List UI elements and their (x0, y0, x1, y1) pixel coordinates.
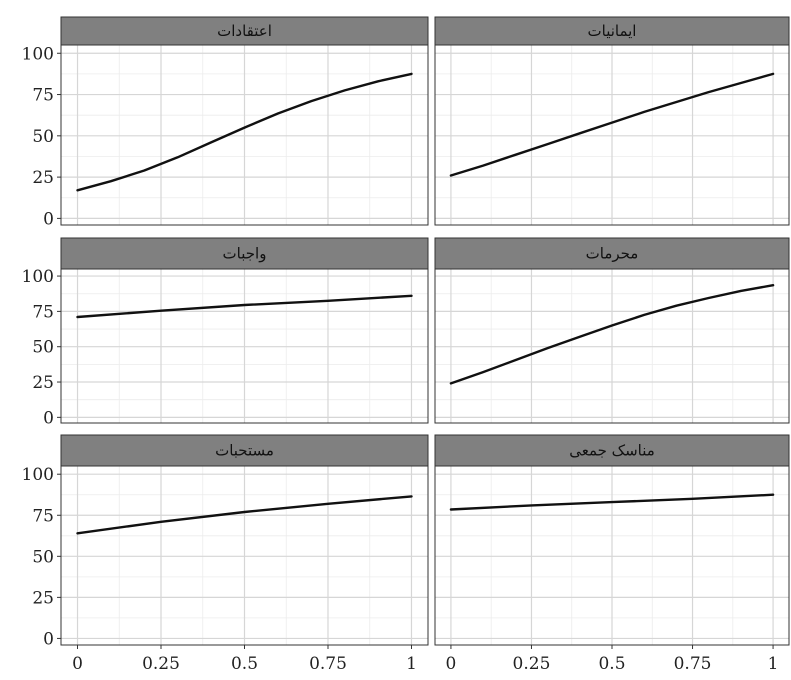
series-line (449, 284, 775, 385)
y-tick-label: 75 (32, 86, 54, 106)
x-tick-label: 0 (72, 654, 83, 674)
x-tick-label: 0 (446, 654, 457, 674)
facet-title: مناسک جمعی (569, 442, 655, 460)
facet-title: محرمات (586, 245, 639, 263)
facet-panel: واجبات 0 25 50 75 100 (22, 237, 429, 428)
facet-title: ایمانیات (588, 22, 637, 40)
y-tick-label: 0 (43, 209, 54, 229)
panel-border (434, 268, 790, 424)
x-tick-label: 1 (768, 654, 779, 674)
facet-panel: مناسک جمعی 0 0.25 0.5 0.75 1 (434, 434, 790, 674)
facet-title: اعتقادات (217, 22, 272, 40)
facet-title: مستحبات (215, 442, 274, 460)
series-line (76, 72, 413, 192)
facet-strip (60, 16, 429, 46)
facet-title: واجبات (223, 245, 267, 263)
y-tick-label: 25 (32, 373, 54, 393)
facet-strip (434, 16, 790, 46)
x-tick-label: 0.25 (513, 654, 551, 674)
panel-border (60, 44, 429, 226)
series-line (449, 72, 775, 177)
y-tick-label: 100 (22, 465, 54, 485)
facet-strip (60, 237, 429, 270)
facet-strip (434, 237, 790, 270)
series-line (449, 493, 775, 511)
panel-border (60, 268, 429, 424)
facet-panel: اعتقادات 0 25 50 75 100 (22, 16, 429, 229)
x-tick-label: 0.5 (231, 654, 258, 674)
facet-strip (434, 434, 790, 467)
y-tick-label: 50 (32, 547, 54, 567)
facet-panel: مستحبات 0 25 50 75 100 0 0.25 0.5 0.75 1 (22, 434, 429, 674)
panel-border (434, 44, 790, 226)
facet-panel: محرمات (434, 237, 790, 424)
y-tick-label: 25 (32, 588, 54, 608)
x-tick-label: 0.75 (309, 654, 347, 674)
y-tick-label: 100 (22, 44, 54, 64)
y-tick-label: 75 (32, 302, 54, 322)
y-tick-label: 75 (32, 506, 54, 526)
facet-panel: ایمانیات (434, 16, 790, 226)
y-tick-label: 50 (32, 338, 54, 358)
x-tick-label: 1 (406, 654, 417, 674)
y-tick-label: 0 (43, 408, 54, 428)
series-line (76, 495, 413, 535)
y-tick-label: 100 (22, 267, 54, 287)
facet-strip (60, 434, 429, 467)
series-line (76, 294, 413, 319)
y-tick-label: 0 (43, 629, 54, 649)
y-tick-label: 25 (32, 168, 54, 188)
x-tick-label: 0.25 (142, 654, 180, 674)
x-tick-label: 0.75 (674, 654, 712, 674)
x-tick-label: 0.5 (598, 654, 625, 674)
y-tick-label: 50 (32, 127, 54, 147)
